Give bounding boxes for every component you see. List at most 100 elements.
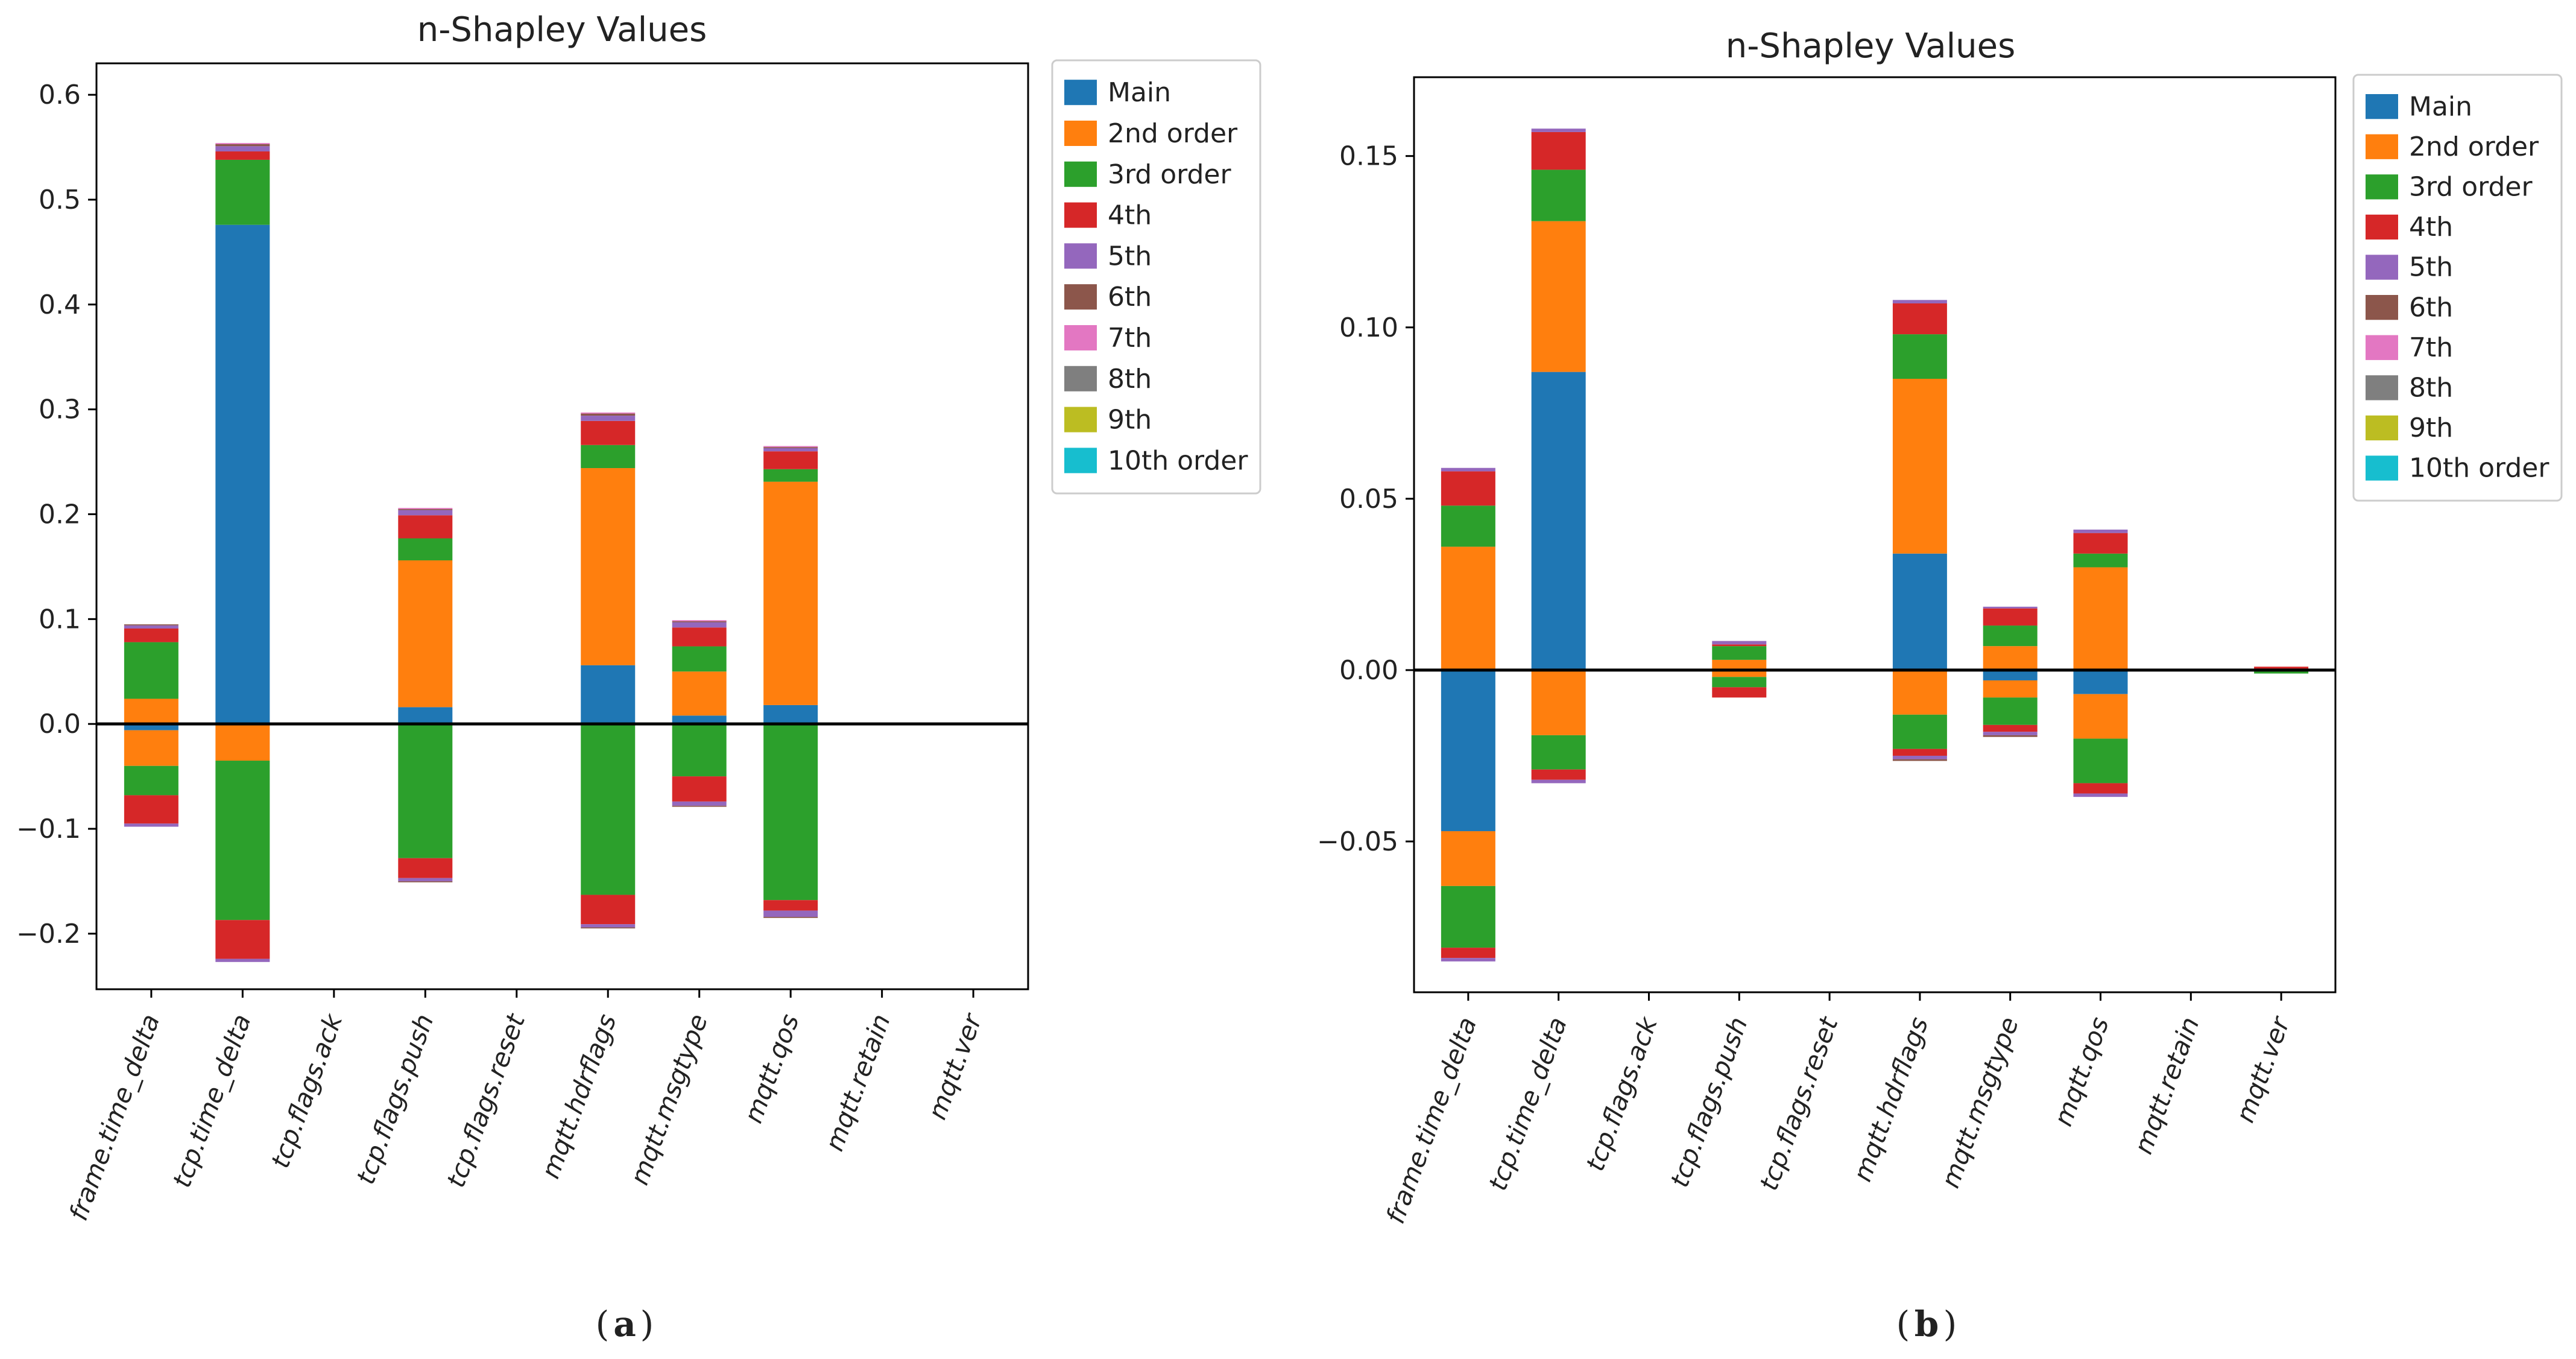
bar-tcp-time-delta-5th-neg [215,958,270,962]
bar-mqtt-msgtype-2nd-order-pos [672,671,727,716]
svg-text:): ) [640,1304,654,1345]
bar-tcp-time-delta-3rd-order-neg [1531,735,1586,770]
svg-text:(: ( [1896,1304,1910,1345]
legend-label-6th: 6th [2409,292,2453,323]
bar-mqtt-qos-4th-neg [2073,783,2128,794]
bar-mqtt-hdrflags-4th-pos [1892,303,1947,335]
bar-mqtt-msgtype-3rd-order-neg [672,724,727,777]
bar-frame-time-delta-5th-neg [124,823,178,827]
y-tick-label: −0.1 [16,814,81,844]
y-tick-label: 0.2 [39,499,81,530]
panel-b-y-axis: −0.05 0.00 0.05 0.10 0.15 [1317,141,1414,857]
bar-mqtt-hdrflags-5th-pos [1892,300,1947,303]
bar-mqtt-qos-main-neg [2073,670,2128,694]
bar-mqtt-qos-5th-pos [763,448,818,452]
bar-mqtt-ver-3rd-order-neg [2254,670,2309,674]
panel-b-plot-frame [1413,76,2337,993]
legend-swatch-2nd-order [2366,134,2398,159]
bar-tcp-flags-push-2nd-order-pos [1712,659,1767,670]
panel-b-caption: ( b ) [1896,1304,1957,1345]
legend-swatch-7th [1064,325,1097,351]
bar-tcp-time-delta-6th-pos [215,144,270,147]
bar-mqtt-hdrflags-3rd-order-pos [581,445,636,469]
bar-tcp-time-delta-main-pos [215,224,270,724]
legend-label-main: Main [1108,77,1171,108]
bar-tcp-time-delta-4th-pos [1531,131,1586,170]
legend-label-main: Main [2409,91,2472,122]
y-tick-label: 0.5 [39,185,81,215]
legend-label-4th: 4th [1108,200,1152,231]
bar-frame-time-delta-4th-pos [1441,471,1495,506]
bar-tcp-time-delta-5th-pos [215,146,270,152]
bar-mqtt-qos-5th-neg [2073,793,2128,797]
bar-mqtt-qos-2nd-order-pos [2073,567,2128,670]
bar-tcp-time-delta-7th-pos [215,143,270,144]
bar-mqtt-msgtype-3rd-order-neg [1983,697,2038,725]
bar-mqtt-hdrflags-3rd-order-neg [581,724,636,895]
legend-swatch-5th [1064,243,1097,269]
bar-tcp-flags-push-3rd-order-neg [398,724,453,858]
bar-mqtt-hdrflags-2nd-order-pos [1892,378,1947,554]
legend-swatch-3rd-order [2366,174,2398,200]
y-tick-label: 0.00 [1339,655,1398,686]
bar-mqtt-qos-4th-pos [763,451,818,469]
y-tick-label: −0.05 [1317,826,1398,857]
bar-mqtt-msgtype-7th-pos [672,620,727,621]
y-tick-label: 0.10 [1339,312,1398,343]
bar-mqtt-hdrflags-6th-pos [581,413,636,416]
bar-mqtt-hdrflags-main-pos [581,665,636,724]
bar-mqtt-msgtype-6th-neg [672,805,727,807]
bar-mqtt-hdrflags-4th-pos [581,420,636,445]
bar-mqtt-qos-5th-pos [2073,529,2128,533]
bar-mqtt-hdrflags-6th-neg [581,927,636,929]
bar-frame-time-delta-3rd-order-neg [1441,885,1495,948]
legend-label-3rd-order: 3rd order [1108,159,1231,190]
panel-a-y-axis: −0.2 −0.1 0.0 0.1 0.2 0.3 0.4 0.5 0.6 [16,80,96,949]
legend-swatch-main [2366,93,2398,119]
legend-label-9th: 9th [1108,405,1152,436]
bar-tcp-flags-push-3rd-order-neg [1712,677,1767,688]
legend-swatch-main [1064,80,1097,106]
bar-mqtt-hdrflags-4th-neg [1892,749,1947,756]
bar-mqtt-hdrflags-2nd-order-neg [1892,670,1947,715]
bar-tcp-flags-push-3rd-order-pos [1712,646,1767,660]
legend-swatch-4th [1064,202,1097,228]
bar-mqtt-hdrflags-5th-neg [581,924,636,928]
legend-swatch-5th [2366,255,2398,280]
panel-b-caption-letter: b [1915,1304,1939,1345]
bar-mqtt-msgtype-4th-neg [672,776,727,802]
bar-frame-time-delta-main-neg [1441,670,1495,831]
bar-tcp-time-delta-5th-pos [1531,128,1586,132]
y-tick-label: 0.1 [39,604,81,635]
bar-mqtt-msgtype-6th-pos [672,621,727,622]
y-tick-label: 0.05 [1339,484,1398,515]
bar-mqtt-msgtype-3rd-order-pos [672,646,727,672]
legend-swatch-7th [2366,335,2398,360]
bar-tcp-flags-push-3rd-order-pos [398,538,453,560]
legend-label-10th-order: 10th order [1108,445,1248,476]
bar-frame-time-delta-5th-neg [1441,958,1495,961]
legend-swatch-4th [2366,214,2398,240]
legend-label-3rd-order: 3rd order [2409,171,2533,202]
bar-mqtt-hdrflags-6th-neg [1892,759,1947,761]
bar-tcp-flags-push-5th-pos [398,510,453,516]
y-tick-label: 0.0 [39,709,81,740]
legend-label-9th: 9th [2409,413,2453,443]
bar-mqtt-hdrflags-4th-neg [581,895,636,925]
bar-mqtt-hdrflags-main-pos [1892,553,1947,670]
bar-mqtt-hdrflags-3rd-order-pos [1892,334,1947,379]
bar-tcp-time-delta-4th-neg [215,920,270,959]
bar-tcp-time-delta-3rd-order-pos [1531,169,1586,221]
y-tick-label: −0.2 [16,919,81,949]
y-tick-label: 0.4 [39,290,81,320]
legend-swatch-6th [1064,284,1097,310]
bar-tcp-flags-push-5th-neg [398,878,453,881]
bar-mqtt-qos-4th-pos [2073,533,2128,554]
bar-frame-time-delta-4th-pos [124,628,178,642]
legend-label-10th-order: 10th order [2409,453,2549,484]
bar-tcp-time-delta-4th-pos [215,151,270,160]
legend-swatch-8th [1064,366,1097,391]
bar-frame-time-delta-5th-pos [124,625,178,629]
bar-tcp-flags-push-4th-neg [1712,687,1767,698]
